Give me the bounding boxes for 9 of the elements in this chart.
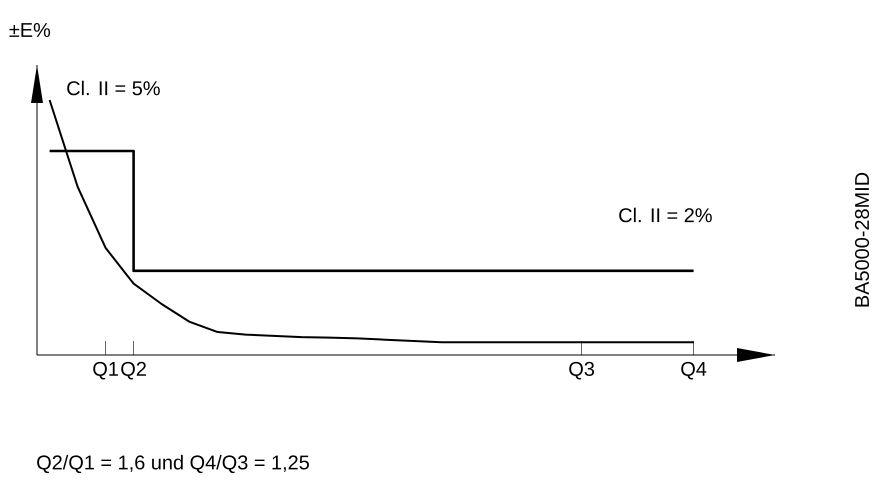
annotation: Cl. II = 2% <box>619 208 712 222</box>
text: Q2/Q1 = 1,6 und Q4/Q3 = 1,25 <box>37 454 309 474</box>
y-axis-title: ±E% <box>9 23 50 37</box>
x-tick-label: Q2 <box>121 362 146 380</box>
x-tick-label: Q1 <box>93 362 118 380</box>
x-tick-label: Q3 <box>569 362 594 380</box>
text: Cl. II = 5% <box>67 80 160 96</box>
x-tick-label: Q4 <box>681 362 706 380</box>
text: BA5000-28MID <box>854 172 870 306</box>
